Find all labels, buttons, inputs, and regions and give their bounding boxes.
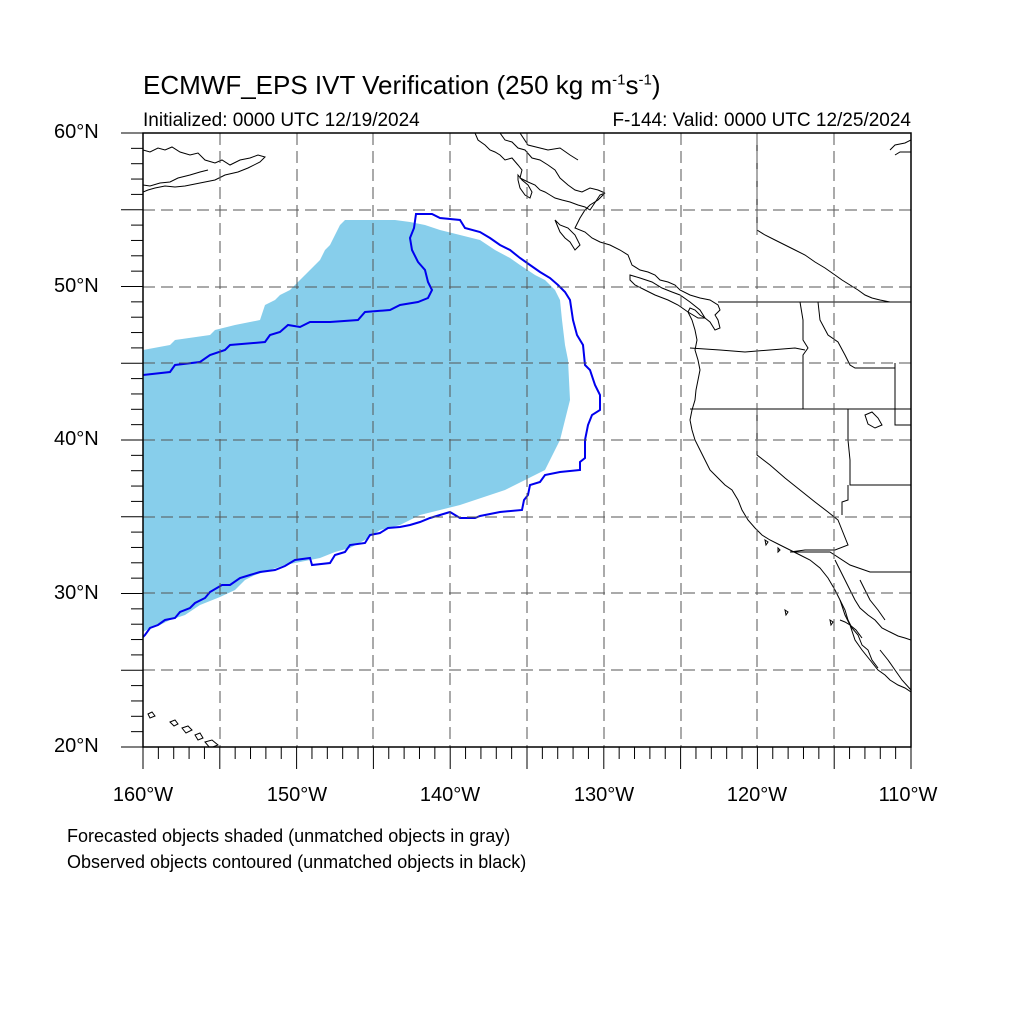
axis-ticks [121, 132, 912, 769]
graticule [143, 133, 911, 747]
observed-ivt-contour [143, 213, 601, 638]
forecast-ivt-object [143, 220, 570, 632]
initialized-time: Initialized: 0000 UTC 12/19/2024 [143, 110, 420, 131]
lon-label-110w: 110°W [878, 784, 938, 806]
map-title: ECMWF_EPS IVT Verification (250 kg m-1s-… [143, 70, 661, 100]
forecast-legend-note: Forecasted objects shaded (unmatched obj… [67, 826, 511, 846]
valid-time: F-144: Valid: 0000 UTC 12/25/2024 [612, 110, 911, 131]
lon-label-130w: 130°W [573, 784, 635, 806]
lon-label-120w: 120°W [726, 784, 788, 806]
lat-label-40: 40°N [54, 428, 99, 450]
lat-label-50: 50°N [54, 275, 99, 297]
lat-label-30: 30°N [54, 582, 99, 604]
observed-legend-note: Observed objects contoured (unmatched ob… [67, 852, 527, 872]
lon-label-140w: 140°W [419, 784, 481, 806]
coastlines [143, 133, 911, 747]
lat-label-20: 20°N [54, 735, 99, 757]
lon-label-150w: 150°W [266, 784, 328, 806]
lat-label-60: 60°N [54, 121, 99, 143]
state-boundaries [689, 133, 911, 573]
lon-label-160w: 160°W [112, 784, 174, 806]
